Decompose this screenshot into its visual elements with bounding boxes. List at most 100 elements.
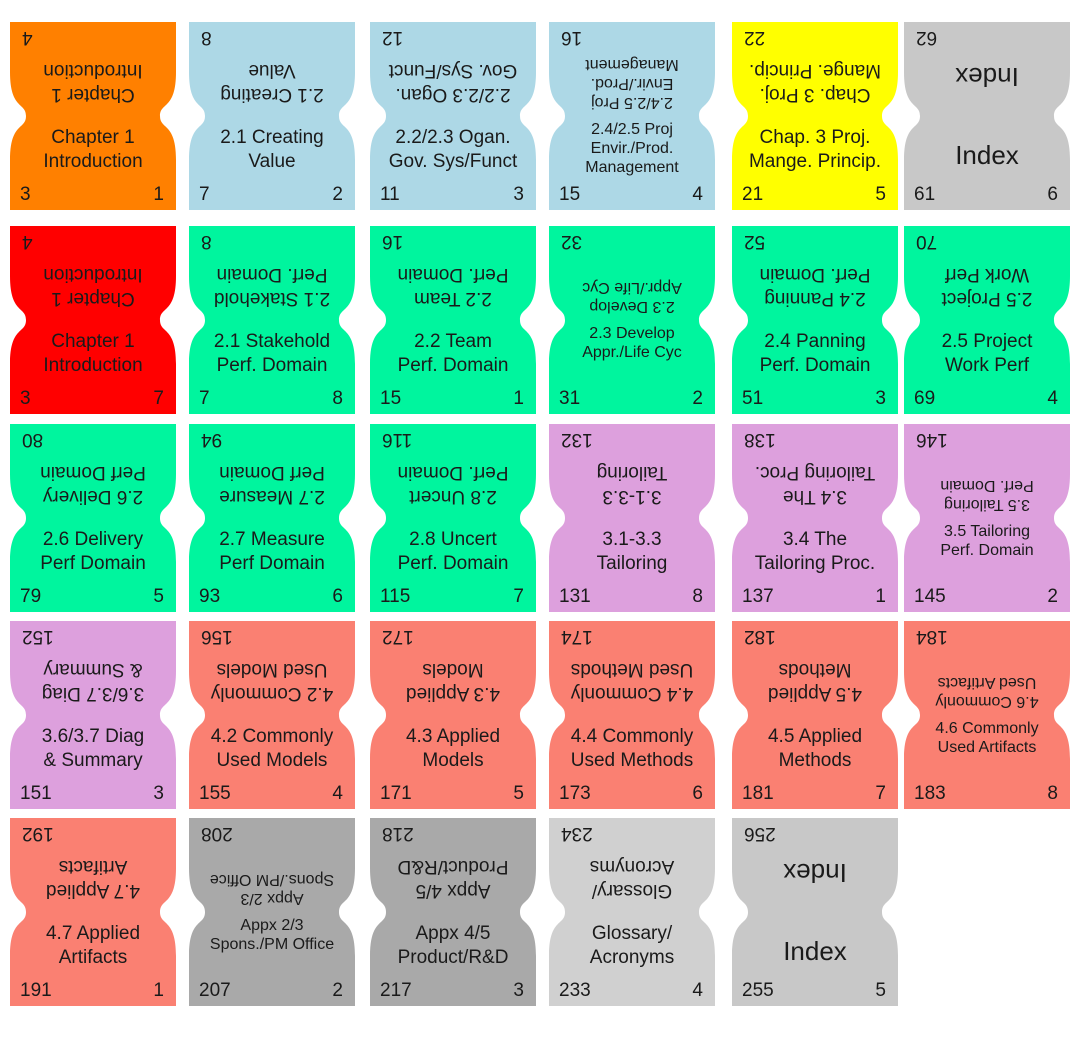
tab-page-front: 3 bbox=[20, 184, 31, 205]
tab-fill bbox=[189, 424, 355, 612]
tab-page-back: 4 bbox=[22, 27, 33, 48]
tab-page-back: 8 bbox=[201, 231, 212, 252]
tab-title: Chapter 1 Introduction bbox=[43, 127, 143, 172]
tab-title: Index bbox=[783, 936, 847, 966]
tab-page-front: 21 bbox=[742, 184, 764, 205]
tab-title: Appx 2/3 Spons./PM Office bbox=[209, 917, 335, 953]
tab-fill bbox=[549, 818, 715, 1006]
tab-order-number: 1 bbox=[153, 184, 164, 205]
tab-page-back: 4 bbox=[22, 231, 33, 252]
tab-fill bbox=[10, 226, 176, 414]
tab-page-back: 256 bbox=[744, 823, 776, 844]
tab-back-half: 3.6/3.7 Diag & Summary 152 bbox=[10, 621, 176, 715]
tab-fill bbox=[10, 424, 176, 612]
tab-title-flipped: 3.6/3.7 Diag & Summary bbox=[41, 659, 145, 704]
tab-back-half: 2.4/2.5 Proj Envir./Prod. Management 16 bbox=[549, 22, 715, 116]
index-tab: Index 62 Index 61 6 bbox=[904, 22, 1070, 210]
tab-fill bbox=[904, 22, 1070, 210]
index-tab: 4.7 Applied Artifacts 192 4.7 Applied Arti… bbox=[10, 818, 176, 1006]
tab-title: Glossary/ Acronyms bbox=[589, 923, 675, 968]
tab-title: Chap. 3 Proj. Mange. Princip. bbox=[748, 127, 881, 172]
tab-shape bbox=[10, 226, 176, 414]
tab-front-half: 3.6/3.7 Diag & Summary 151 3 bbox=[10, 715, 176, 809]
tab-title-flipped: 3.4 The Tailoring Proc. bbox=[754, 462, 876, 507]
tab-title: 2.2 Team Perf. Domain bbox=[397, 331, 509, 376]
tab-back-half: 2.3 Develop Appr./Life Cyc 32 bbox=[549, 226, 715, 320]
tab-title: 4.6 Commonly Used Artifacts bbox=[935, 720, 1039, 756]
tab-front-half: Glossary/ Acronyms 233 4 bbox=[549, 912, 715, 1006]
tab-title: Index bbox=[955, 140, 1019, 170]
tab-front-half: 4.6 Commonly Used Artifacts 183 8 bbox=[904, 715, 1070, 809]
tab-fill bbox=[549, 621, 715, 809]
tab-front-half: 2.3 Develop Appr./Life Cyc 31 2 bbox=[549, 320, 715, 414]
index-tab: 4.3 Applied Models 172 4.3 Applied Models 1… bbox=[370, 621, 536, 809]
index-tab: 2.3 Develop Appr./Life Cyc 32 2.3 Develop … bbox=[549, 226, 715, 414]
tab-title-flipped: 4.6 Commonly Used Artifacts bbox=[935, 674, 1039, 710]
tab-page-back: 132 bbox=[561, 429, 593, 450]
index-tab: 2.2 Team Perf. Domain 16 2.2 Team Perf. Do… bbox=[370, 226, 536, 414]
tab-shape bbox=[732, 621, 898, 809]
tab-page-back: 62 bbox=[916, 27, 938, 48]
tab-title: 4.4 Commonly Used Methods bbox=[570, 726, 694, 771]
tab-title-flipped: 2.2 Team Perf. Domain bbox=[397, 264, 509, 309]
tab-front-half: 2.2 Team Perf. Domain 15 1 bbox=[370, 320, 536, 414]
tab-title: Chapter 1 Introduction bbox=[43, 331, 143, 376]
tab-title: 4.7 Applied Artifacts bbox=[45, 923, 141, 968]
tab-back-half: Index 256 bbox=[732, 818, 898, 912]
tab-page-back: 172 bbox=[382, 626, 414, 647]
tab-title-flipped: Index bbox=[955, 62, 1019, 92]
tab-order-number: 6 bbox=[692, 783, 703, 804]
tab-back-half: Chap. 3 Proj. Mange. Princip. 22 bbox=[732, 22, 898, 116]
tab-page-back: 70 bbox=[916, 231, 938, 252]
index-tab: 4.2 Commonly Used Models 156 4.2 Commonly … bbox=[189, 621, 355, 809]
tab-page-front: 15 bbox=[380, 388, 402, 409]
tab-fill bbox=[549, 424, 715, 612]
tab-front-half: 2.5 Project Work Perf 69 4 bbox=[904, 320, 1070, 414]
tab-order-number: 1 bbox=[513, 388, 524, 409]
tab-page-back: 218 bbox=[382, 823, 414, 844]
tab-page-front: 11 bbox=[380, 184, 400, 205]
tab-shape bbox=[189, 226, 355, 414]
tab-title: 2.3 Develop Appr./Life Cyc bbox=[582, 325, 682, 361]
tab-front-half: Appx 2/3 Spons./PM Office 207 2 bbox=[189, 912, 355, 1006]
tab-page-front: 145 bbox=[914, 586, 946, 607]
tab-back-half: 2.8 Uncert Perf. Domain 116 bbox=[370, 424, 536, 518]
tab-title-flipped: Chap. 3 Proj. Mange. Princip. bbox=[749, 60, 882, 105]
tab-title: 3.4 The Tailoring Proc. bbox=[754, 529, 876, 574]
tab-order-number: 3 bbox=[875, 388, 886, 409]
tab-fill bbox=[732, 22, 898, 210]
tab-title: 3.1-3.3 Tailoring bbox=[596, 529, 668, 574]
tab-order-number: 8 bbox=[692, 586, 703, 607]
tab-title: 4.2 Commonly Used Models bbox=[210, 726, 334, 771]
tab-title: 2.4 Panning Perf. Domain bbox=[759, 331, 871, 376]
tab-fill bbox=[370, 424, 536, 612]
tab-page-front: 131 bbox=[559, 586, 591, 607]
tab-page-back: 208 bbox=[201, 823, 233, 844]
tab-back-half: Appx 2/3 Spons./PM Office 208 bbox=[189, 818, 355, 912]
tab-fill bbox=[189, 226, 355, 414]
tab-shape bbox=[370, 621, 536, 809]
tab-order-number: 3 bbox=[513, 184, 524, 205]
tab-order-number: 5 bbox=[875, 184, 886, 205]
tab-page-back: 116 bbox=[382, 429, 413, 450]
tab-page-back: 182 bbox=[744, 626, 776, 647]
tab-shape bbox=[549, 621, 715, 809]
tab-back-half: 2.6 Delivery Perf Domain 80 bbox=[10, 424, 176, 518]
tab-page-back: 174 bbox=[561, 626, 593, 647]
tab-fill bbox=[904, 424, 1070, 612]
tab-order-number: 4 bbox=[1047, 388, 1058, 409]
tab-fill bbox=[189, 621, 355, 809]
tab-front-half: 2.7 Measure Perf Domain 93 6 bbox=[189, 518, 355, 612]
tab-fill bbox=[189, 818, 355, 1006]
tab-page-back: 16 bbox=[561, 27, 583, 48]
tab-front-half: 3.4 The Tailoring Proc. 137 1 bbox=[732, 518, 898, 612]
tab-order-number: 4 bbox=[332, 783, 343, 804]
tab-shape bbox=[732, 226, 898, 414]
tab-title-flipped: 2.4 Panning Perf. Domain bbox=[759, 264, 871, 309]
index-tab: 3.1-3.3 Tailoring 132 3.1-3.3 Tailoring 131… bbox=[549, 424, 715, 612]
tab-order-number: 5 bbox=[875, 980, 886, 1001]
tab-fill bbox=[10, 818, 176, 1006]
tab-page-back: 156 bbox=[201, 626, 233, 647]
tab-back-half: 2.1 Stakehold Perf. Domain 8 bbox=[189, 226, 355, 320]
